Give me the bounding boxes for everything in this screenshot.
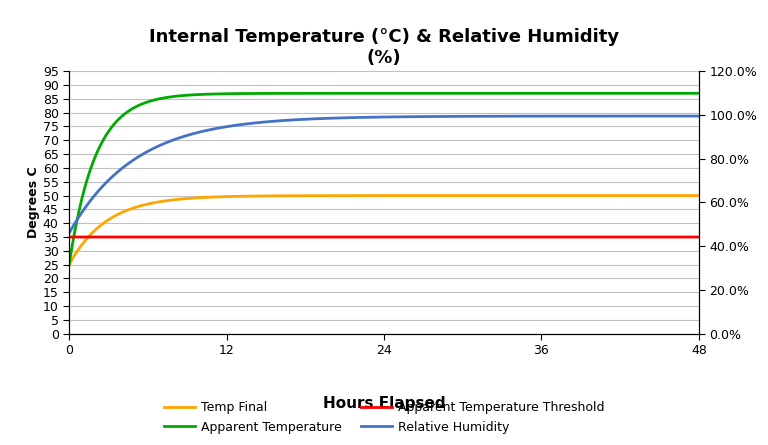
Y-axis label: Degrees C: Degrees C [27,167,40,238]
Legend: Temp Final, Apparent Temperature, Apparent Temperature Threshold, Relative Humid: Temp Final, Apparent Temperature, Appare… [158,396,610,439]
X-axis label: Hours Elapsed: Hours Elapsed [323,396,445,411]
Title: Internal Temperature (°C) & Relative Humidity
(%): Internal Temperature (°C) & Relative Hum… [149,28,619,67]
